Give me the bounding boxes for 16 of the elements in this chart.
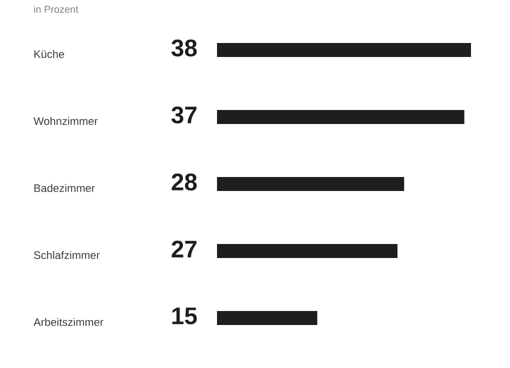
y-tick-label: Schlafzimmer bbox=[34, 250, 100, 260]
bar bbox=[217, 244, 398, 258]
bar bbox=[217, 311, 318, 326]
data-label: 28 bbox=[172, 174, 197, 190]
bar bbox=[217, 110, 464, 124]
bar bbox=[217, 43, 471, 58]
data-label: 27 bbox=[172, 240, 196, 258]
data-label: 15 bbox=[172, 308, 197, 324]
y-tick-label: Küche bbox=[34, 50, 64, 58]
y-tick-label: Badezimmer bbox=[34, 184, 95, 192]
y-tick-label: Wohnzimmer bbox=[34, 116, 98, 126]
text: in Prozent bbox=[34, 6, 78, 13]
data-label: 38 bbox=[171, 40, 197, 56]
bar bbox=[217, 177, 404, 192]
y-tick-label: Arbeitszimmer bbox=[34, 318, 104, 326]
data-label: 37 bbox=[171, 106, 196, 124]
